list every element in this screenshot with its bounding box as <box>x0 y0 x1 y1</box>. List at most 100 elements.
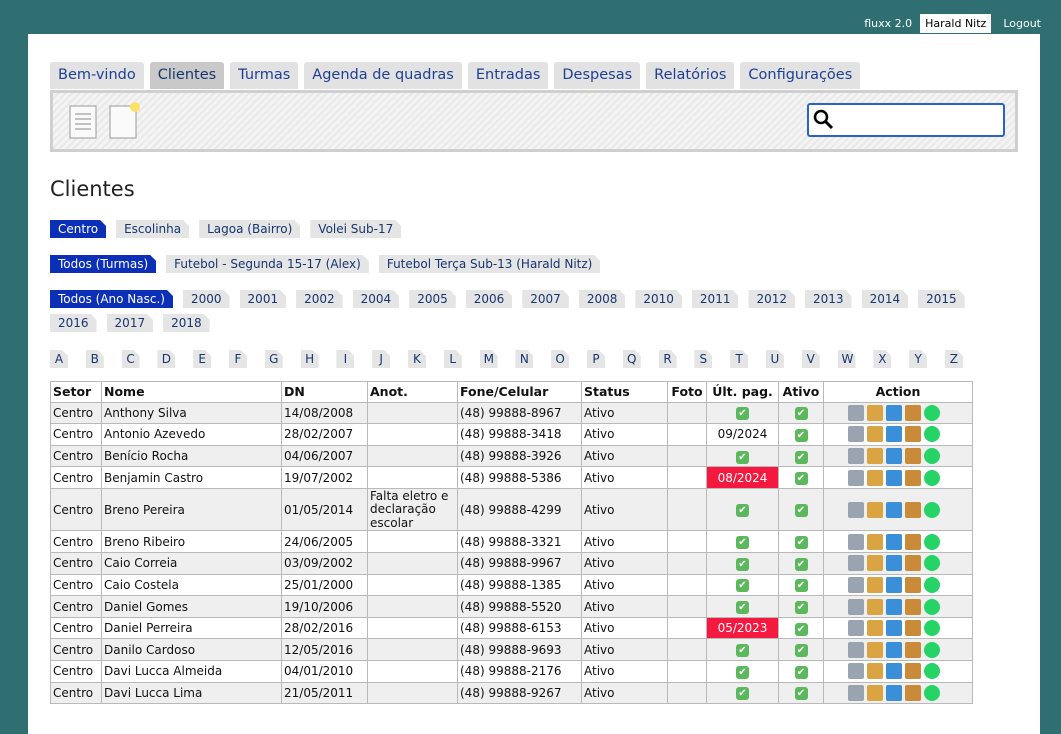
action-icon[interactable] <box>867 576 883 593</box>
letter-pill[interactable]: M <box>480 350 498 368</box>
action-icon[interactable] <box>848 555 864 572</box>
action-icon[interactable] <box>886 501 902 518</box>
filter-pill[interactable]: 2008 <box>579 290 626 308</box>
letter-pill[interactable]: D <box>157 350 175 368</box>
filter-pill[interactable]: 2013 <box>805 290 852 308</box>
letter-pill[interactable]: W <box>838 350 856 368</box>
whatsapp-icon[interactable] <box>924 663 940 680</box>
action-icon[interactable] <box>867 404 883 421</box>
action-icon[interactable] <box>886 684 902 701</box>
filter-pill[interactable]: Futebol - Segunda 15-17 (Alex) <box>166 255 369 273</box>
whatsapp-icon[interactable] <box>924 448 940 465</box>
whatsapp-icon[interactable] <box>924 404 940 421</box>
whatsapp-icon[interactable] <box>924 426 940 443</box>
search-input[interactable] <box>807 103 1005 137</box>
action-icon[interactable] <box>905 448 921 465</box>
action-icon[interactable] <box>886 620 902 637</box>
whatsapp-icon[interactable] <box>924 555 940 572</box>
action-icon[interactable] <box>905 555 921 572</box>
whatsapp-icon[interactable] <box>924 469 940 486</box>
letter-pill[interactable]: U <box>766 350 784 368</box>
filter-pill[interactable]: 2000 <box>183 290 230 308</box>
action-icon[interactable] <box>848 598 864 615</box>
letter-pill[interactable]: Q <box>623 350 641 368</box>
action-icon[interactable] <box>848 641 864 658</box>
filter-pill[interactable]: 2010 <box>635 290 682 308</box>
letter-pill[interactable]: Z <box>945 350 963 368</box>
action-icon[interactable] <box>905 533 921 550</box>
action-icon[interactable] <box>867 469 883 486</box>
tab[interactable]: Despesas <box>554 62 641 89</box>
action-icon[interactable] <box>886 533 902 550</box>
filter-pill[interactable]: Volei Sub-17 <box>310 220 401 238</box>
filter-pill[interactable]: Todos (Ano Nasc.) <box>50 290 173 308</box>
filter-pill[interactable]: 2017 <box>107 314 154 332</box>
letter-pill[interactable]: S <box>694 350 712 368</box>
action-icon[interactable] <box>867 684 883 701</box>
filter-pill[interactable]: Lagoa (Bairro) <box>199 220 300 238</box>
action-icon[interactable] <box>905 641 921 658</box>
action-icon[interactable] <box>886 469 902 486</box>
action-icon[interactable] <box>886 598 902 615</box>
filter-pill[interactable]: 2018 <box>163 314 210 332</box>
letter-pill[interactable]: H <box>301 350 319 368</box>
tab[interactable]: Configurações <box>740 62 861 89</box>
action-icon[interactable] <box>905 684 921 701</box>
filter-pill[interactable]: 2016 <box>50 314 97 332</box>
filter-pill[interactable]: 2012 <box>748 290 795 308</box>
letter-pill[interactable]: J <box>372 350 390 368</box>
action-icon[interactable] <box>886 448 902 465</box>
filter-pill[interactable]: 2005 <box>409 290 456 308</box>
action-icon[interactable] <box>867 501 883 518</box>
action-icon[interactable] <box>848 533 864 550</box>
letter-pill[interactable]: R <box>659 350 677 368</box>
action-icon[interactable] <box>867 448 883 465</box>
letter-pill[interactable]: K <box>408 350 426 368</box>
tab[interactable]: Bem-vindo <box>50 62 144 89</box>
action-icon[interactable] <box>848 663 864 680</box>
action-icon[interactable] <box>905 501 921 518</box>
filter-pill[interactable]: Todos (Turmas) <box>50 255 156 273</box>
action-icon[interactable] <box>848 404 864 421</box>
letter-pill[interactable]: A <box>50 350 68 368</box>
whatsapp-icon[interactable] <box>924 501 940 518</box>
whatsapp-icon[interactable] <box>924 598 940 615</box>
letter-pill[interactable]: P <box>587 350 605 368</box>
action-icon[interactable] <box>905 620 921 637</box>
letter-pill[interactable]: Y <box>909 350 927 368</box>
action-icon[interactable] <box>905 469 921 486</box>
whatsapp-icon[interactable] <box>924 641 940 658</box>
whatsapp-icon[interactable] <box>924 684 940 701</box>
letter-pill[interactable]: X <box>873 350 891 368</box>
action-icon[interactable] <box>905 426 921 443</box>
letter-pill[interactable]: B <box>86 350 104 368</box>
filter-pill[interactable]: 2001 <box>240 290 287 308</box>
tab[interactable]: Entradas <box>467 62 549 89</box>
filter-pill[interactable]: Futebol Terça Sub-13 (Harald Nitz) <box>379 255 601 273</box>
whatsapp-icon[interactable] <box>924 533 940 550</box>
letter-pill[interactable]: L <box>444 350 462 368</box>
filter-pill[interactable]: 2007 <box>522 290 569 308</box>
action-icon[interactable] <box>867 620 883 637</box>
toolbar-icons[interactable] <box>65 98 185 148</box>
action-icon[interactable] <box>886 641 902 658</box>
action-icon[interactable] <box>905 576 921 593</box>
action-icon[interactable] <box>867 533 883 550</box>
tab[interactable]: Clientes <box>149 62 225 89</box>
filter-pill[interactable]: 2002 <box>296 290 343 308</box>
action-icon[interactable] <box>905 404 921 421</box>
action-icon[interactable] <box>886 426 902 443</box>
letter-pill[interactable]: G <box>265 350 283 368</box>
action-icon[interactable] <box>886 576 902 593</box>
letter-pill[interactable]: N <box>515 350 533 368</box>
letter-pill[interactable]: I <box>336 350 354 368</box>
filter-pill[interactable]: Escolinha <box>116 220 189 238</box>
action-icon[interactable] <box>886 404 902 421</box>
filter-pill[interactable]: Centro <box>50 220 106 238</box>
tab[interactable]: Turmas <box>230 62 299 89</box>
action-icon[interactable] <box>867 426 883 443</box>
letter-pill[interactable]: O <box>551 350 569 368</box>
letter-pill[interactable]: F <box>229 350 247 368</box>
filter-pill[interactable]: 2011 <box>692 290 739 308</box>
filter-pill[interactable]: 2006 <box>466 290 513 308</box>
